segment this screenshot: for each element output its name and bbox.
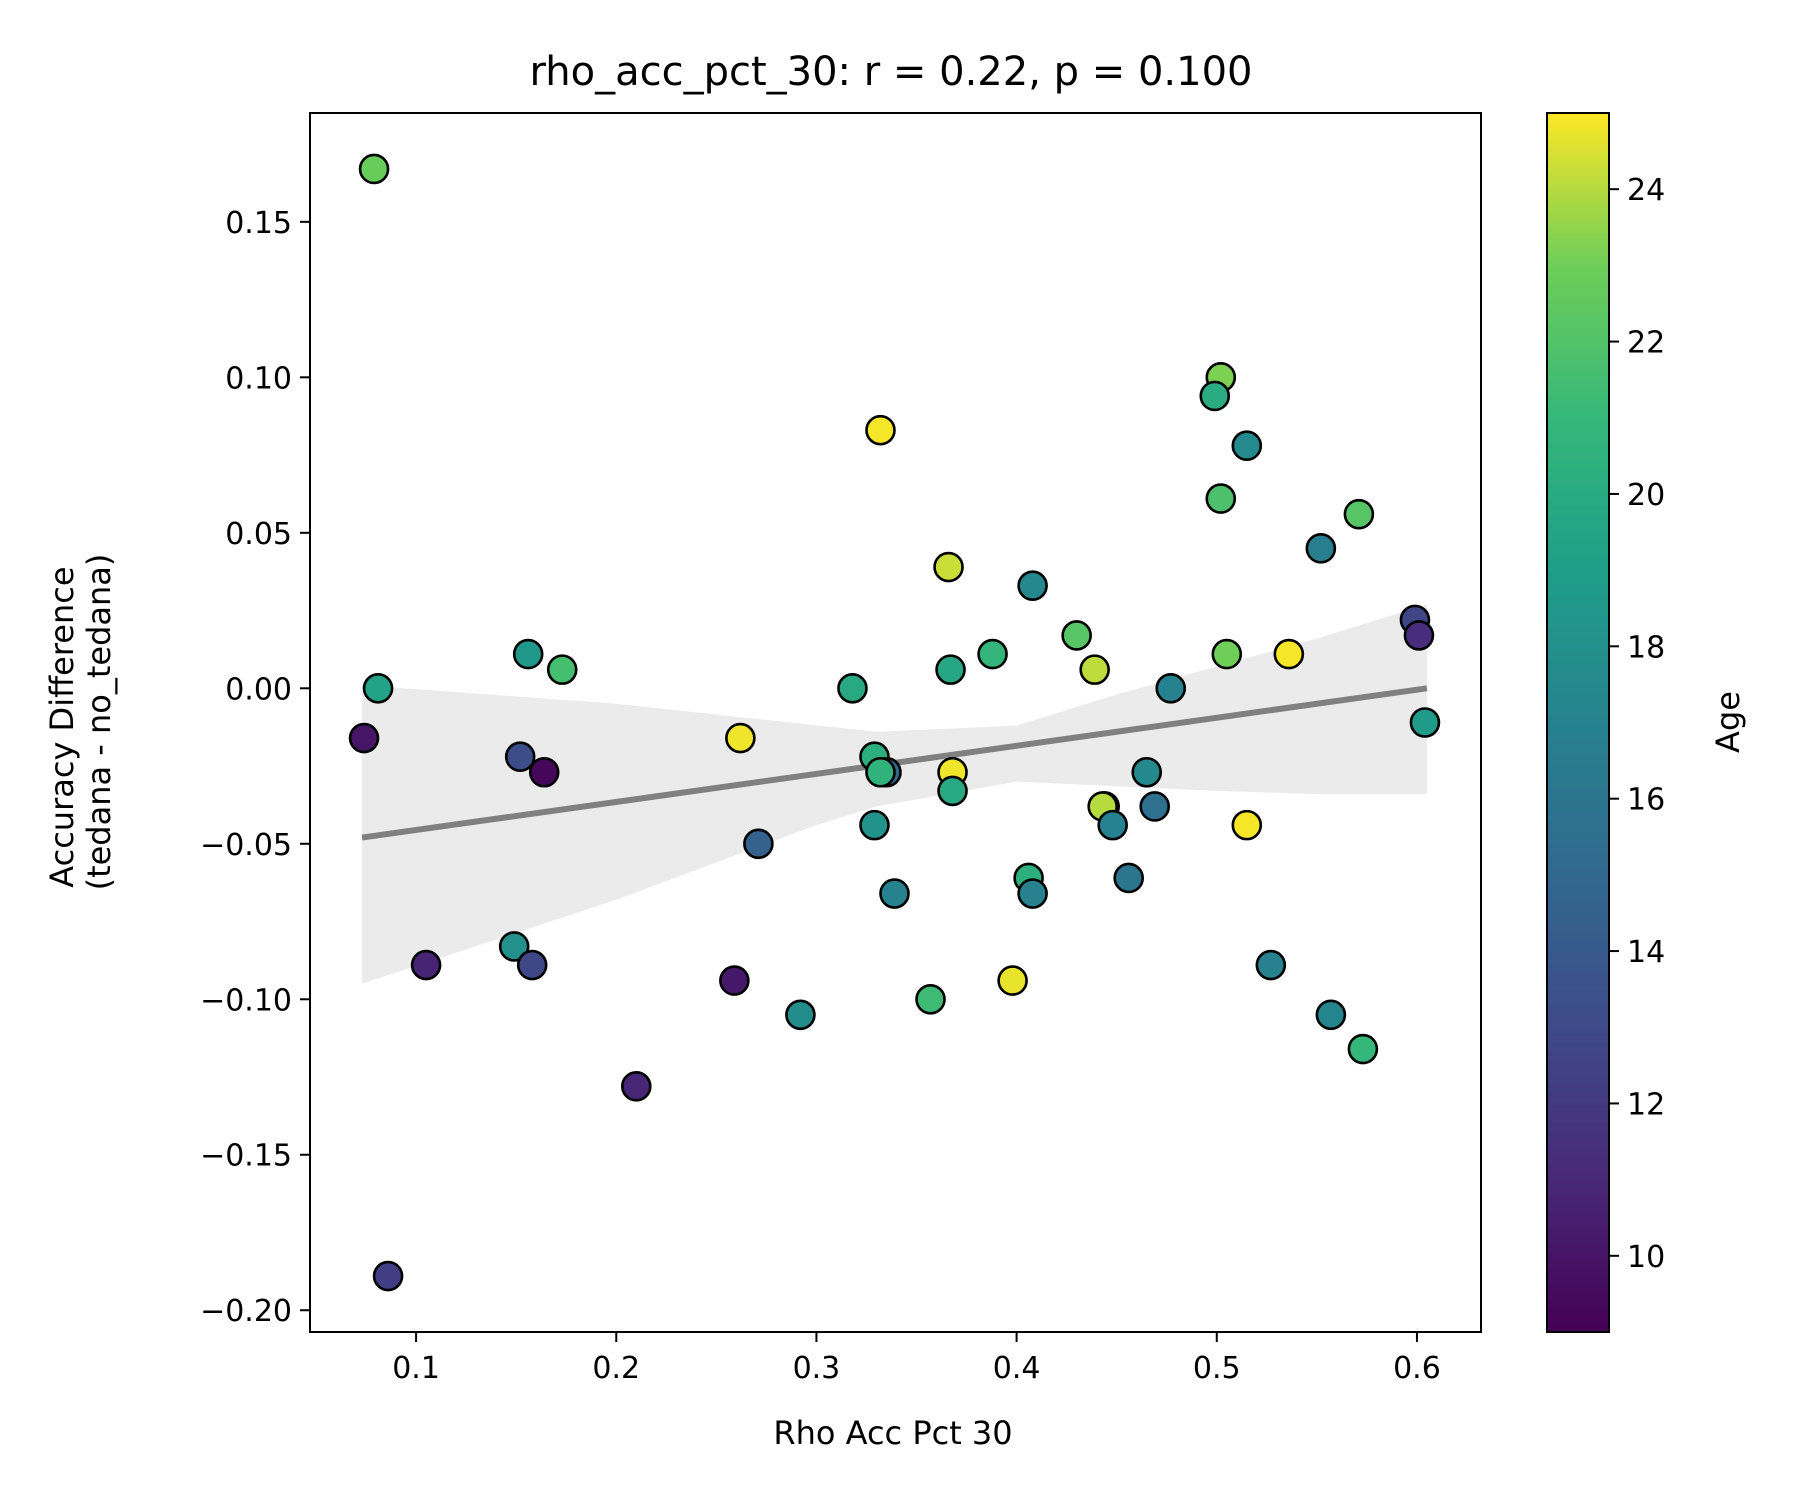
data-point xyxy=(725,722,756,754)
x-axis-label: Rho Acc Pct 30 xyxy=(773,1414,1012,1452)
y-tick-label: 0.00 xyxy=(225,672,292,707)
y-tick-label: −0.10 xyxy=(200,983,292,1018)
data-point xyxy=(997,965,1028,996)
y-tick-label: −0.15 xyxy=(200,1139,292,1174)
data-point xyxy=(865,756,896,788)
y-tick-label: 0.10 xyxy=(225,361,292,396)
y-tick-label: −0.20 xyxy=(200,1294,292,1329)
x-tick-label: 0.5 xyxy=(1193,1351,1241,1386)
colorbar: 10 12 14 16 18 20 22 24 Age xyxy=(1546,112,1747,1333)
data-point xyxy=(865,414,896,446)
data-point xyxy=(1155,672,1187,704)
y-axis: 0.15 0.10 0.05 0.00 −0.05 −0.10 −0.15 −0.20 xyxy=(200,206,310,1329)
colorbar-ticks: 10 12 14 16 18 20 22 24 xyxy=(1609,173,1665,1275)
data-point xyxy=(1315,999,1347,1031)
colorbar-tick-label: 12 xyxy=(1627,1087,1665,1122)
y-axis-label-line-1: Accuracy Difference xyxy=(43,566,81,887)
data-point xyxy=(937,775,968,807)
data-point xyxy=(1061,620,1092,651)
x-tick-label: 0.6 xyxy=(1393,1351,1441,1386)
plot-area xyxy=(348,153,1441,1292)
data-point xyxy=(1113,862,1144,894)
x-tick-label: 0.3 xyxy=(793,1351,841,1386)
data-point xyxy=(362,672,394,704)
colorbar-tick-label: 18 xyxy=(1627,630,1665,665)
y-tick-label: −0.05 xyxy=(200,828,292,863)
data-point xyxy=(504,741,536,773)
colorbar-label: Age xyxy=(1709,691,1747,753)
data-point xyxy=(743,828,774,860)
data-point xyxy=(879,878,910,909)
data-point xyxy=(1409,707,1441,738)
data-point xyxy=(1017,878,1048,909)
data-point xyxy=(719,965,750,996)
data-point xyxy=(512,638,544,670)
colorbar-tick-label: 20 xyxy=(1627,478,1665,513)
data-point xyxy=(785,999,816,1031)
x-axis: 0.1 0.2 0.3 0.4 0.5 0.6 xyxy=(392,1332,1441,1386)
data-point xyxy=(933,551,964,583)
y-tick-label: 0.15 xyxy=(225,206,292,241)
data-point xyxy=(859,809,890,841)
data-point xyxy=(1205,483,1237,514)
data-point xyxy=(1211,638,1243,670)
colorbar-tick-label: 22 xyxy=(1627,326,1665,361)
colorbar-gradient xyxy=(1546,112,1610,1333)
plot-frame xyxy=(309,112,1482,1333)
data-point xyxy=(1131,756,1163,788)
data-point xyxy=(498,931,530,962)
data-point xyxy=(837,672,868,704)
data-point xyxy=(1139,791,1171,822)
data-point xyxy=(1343,498,1375,530)
data-point xyxy=(1255,949,1287,981)
y-axis-label-line-2: (tedana - no_tedana) xyxy=(80,554,118,891)
data-point xyxy=(620,1071,652,1102)
data-point xyxy=(1231,809,1263,841)
y-axis-label: Accuracy Difference (tedana - no_tedana) xyxy=(43,554,118,891)
colorbar-tick-label: 10 xyxy=(1627,1240,1665,1275)
x-tick-label: 0.1 xyxy=(392,1351,440,1386)
data-point xyxy=(935,654,966,685)
y-tick-label: 0.05 xyxy=(225,517,292,552)
data-point xyxy=(516,949,548,981)
data-point xyxy=(1199,380,1231,412)
data-point xyxy=(977,638,1008,670)
data-point xyxy=(1231,430,1263,462)
data-point xyxy=(528,756,560,788)
data-point xyxy=(1017,570,1048,601)
data-point xyxy=(410,949,442,981)
data-point xyxy=(358,153,390,185)
chart-title: rho_acc_pct_30: r = 0.22, p = 0.100 xyxy=(530,49,1253,95)
data-point xyxy=(1097,809,1128,841)
data-points xyxy=(348,153,1441,1292)
data-point xyxy=(1305,533,1337,564)
colorbar-tick-label: 24 xyxy=(1627,173,1665,208)
data-point xyxy=(1347,1033,1379,1065)
colorbar-tick-label: 16 xyxy=(1627,783,1665,818)
data-point xyxy=(1079,654,1110,685)
data-point xyxy=(348,722,380,754)
colorbar-tick-label: 14 xyxy=(1627,935,1665,970)
data-point xyxy=(372,1260,404,1292)
data-point xyxy=(1403,620,1435,651)
x-tick-label: 0.2 xyxy=(592,1351,640,1386)
data-point xyxy=(546,654,578,685)
data-point xyxy=(1273,638,1305,670)
x-tick-label: 0.4 xyxy=(993,1351,1041,1386)
data-point xyxy=(915,983,946,1015)
